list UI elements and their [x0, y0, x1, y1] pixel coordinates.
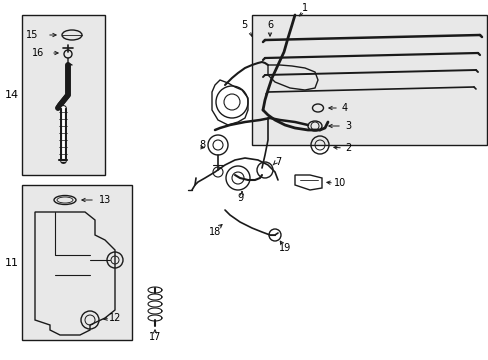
Text: 9: 9 [237, 193, 243, 203]
Text: 19: 19 [278, 243, 290, 253]
Text: 11: 11 [5, 258, 19, 268]
Text: 7: 7 [274, 157, 281, 167]
Text: 18: 18 [208, 227, 221, 237]
Text: 3: 3 [344, 121, 350, 131]
Text: 17: 17 [148, 332, 161, 342]
Text: 5: 5 [241, 20, 246, 30]
Text: 13: 13 [99, 195, 111, 205]
Bar [251, 15, 486, 145]
Text: 10: 10 [333, 178, 346, 188]
Text: 16: 16 [32, 48, 44, 58]
Text: 12: 12 [109, 313, 121, 323]
Text: 14: 14 [5, 90, 19, 100]
Text: 2: 2 [344, 143, 350, 153]
Bar [22, 15, 105, 175]
Text: 15: 15 [25, 30, 38, 40]
Text: 4: 4 [341, 103, 347, 113]
Text: 1: 1 [301, 3, 307, 13]
Text: 8: 8 [199, 140, 204, 150]
Bar [22, 185, 132, 340]
Text: 6: 6 [266, 20, 272, 30]
